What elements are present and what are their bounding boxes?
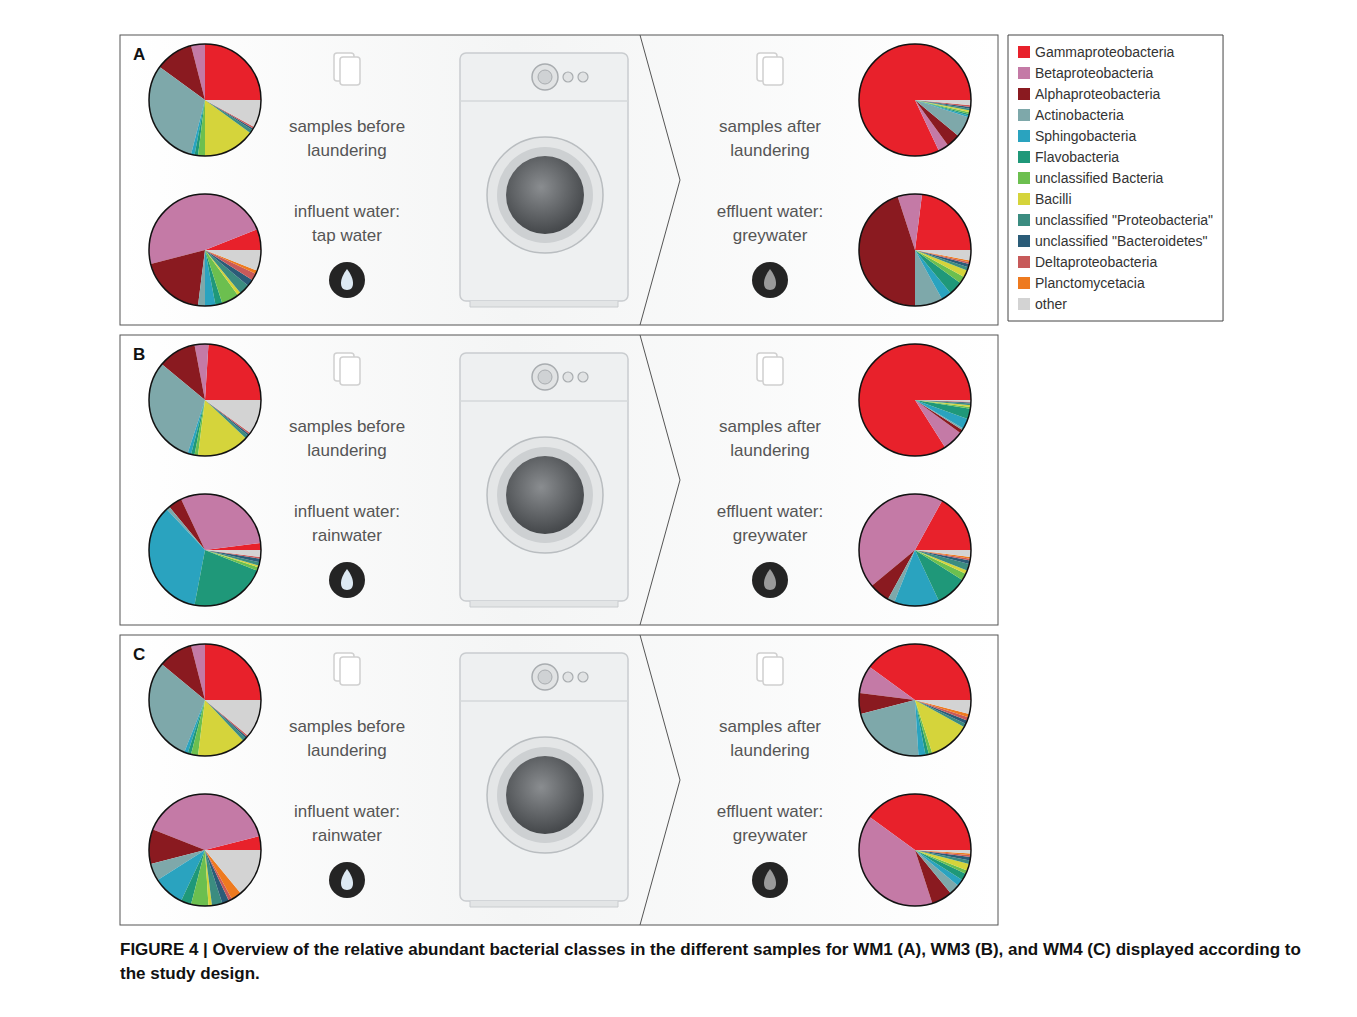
svg-text:other: other	[1035, 296, 1067, 312]
html-text:samples before: samples before	[288, 717, 406, 736]
html-text:A: A	[133, 45, 146, 64]
html-text:FIGURE 4 | Overview of the rel: FIGURE 4 | Overview of the relative abun…	[120, 940, 1301, 983]
svg-text:Flavobacteria: Flavobacteria	[1035, 149, 1119, 165]
html-text:influent water:: influent water:	[294, 202, 400, 221]
svg-text:Gammaproteobacteria: Gammaproteobacteria	[1035, 44, 1175, 60]
svg-text:Bacilli: Bacilli	[1035, 191, 1072, 207]
svg-text:Actinobacteria: Actinobacteria	[1035, 107, 1124, 123]
html-text:greywater: greywater	[732, 226, 808, 245]
html-text:effluent water:: effluent water:	[716, 202, 824, 221]
svg-text:Sphingobacteria: Sphingobacteria	[1035, 128, 1136, 144]
html-text:laundering: laundering	[307, 741, 387, 760]
html-text:rainwater: rainwater	[312, 526, 382, 545]
html-text:samples before: samples before	[288, 117, 406, 136]
html-text:influent water:: influent water:	[294, 802, 400, 821]
svg-text:Deltaproteobacteria: Deltaproteobacteria	[1035, 254, 1157, 270]
html-text:C: C	[133, 645, 146, 664]
html-text:rainwater: rainwater	[312, 826, 382, 845]
svg-text:Planctomycetacia: Planctomycetacia	[1035, 275, 1145, 291]
html-text:laundering: laundering	[307, 141, 387, 160]
svg-text:Betaproteobacteria: Betaproteobacteria	[1035, 65, 1154, 81]
html-text:tap water: tap water	[312, 226, 382, 245]
html-text:greywater: greywater	[732, 826, 808, 845]
html-text:samples after: samples after	[719, 117, 821, 136]
html-text:laundering: laundering	[730, 141, 810, 160]
svg-text:Alphaproteobacteria: Alphaproteobacteria	[1035, 86, 1161, 102]
html-text:samples before: samples before	[288, 417, 406, 436]
html-text:laundering: laundering	[307, 441, 387, 460]
html-text:laundering: laundering	[730, 441, 810, 460]
html-text:samples after: samples after	[719, 717, 821, 736]
svg-text:unclassified Bacteria: unclassified Bacteria	[1035, 170, 1164, 186]
html-text:samples after: samples after	[719, 417, 821, 436]
html-text:greywater: greywater	[732, 526, 808, 545]
html-text:laundering: laundering	[730, 741, 810, 760]
svg-text:unclassified "Bacteroidetes": unclassified "Bacteroidetes"	[1035, 233, 1208, 249]
html-text:effluent water:: effluent water:	[716, 502, 824, 521]
html-text:influent water:: influent water:	[294, 502, 400, 521]
html-text:B: B	[133, 345, 146, 364]
svg-text:unclassified "Proteobacteria": unclassified "Proteobacteria"	[1035, 212, 1213, 228]
html-text:effluent water:: effluent water:	[716, 802, 824, 821]
